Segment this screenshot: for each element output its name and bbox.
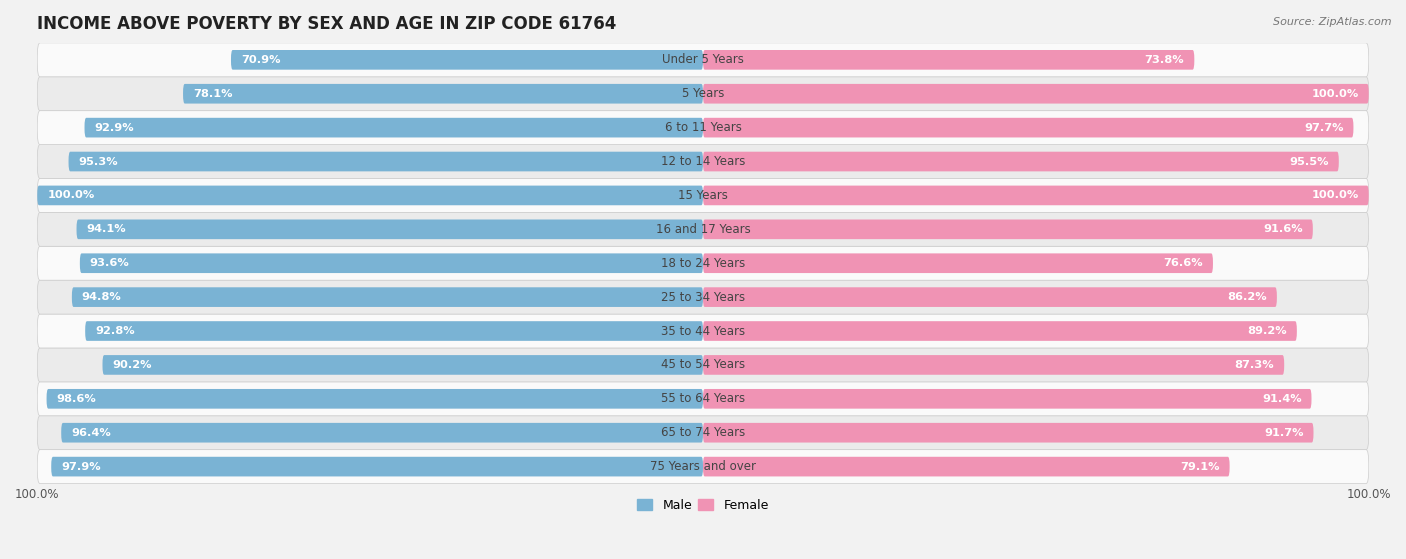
FancyBboxPatch shape [703,220,1313,239]
FancyBboxPatch shape [69,151,703,172]
FancyBboxPatch shape [703,423,1313,443]
FancyBboxPatch shape [37,280,1369,314]
FancyBboxPatch shape [703,321,1296,341]
FancyBboxPatch shape [703,118,1354,138]
FancyBboxPatch shape [703,151,1339,172]
Text: 95.5%: 95.5% [1289,157,1329,167]
FancyBboxPatch shape [76,220,703,239]
Text: 16 and 17 Years: 16 and 17 Years [655,223,751,236]
FancyBboxPatch shape [37,145,1369,178]
Text: 79.1%: 79.1% [1180,462,1219,472]
FancyBboxPatch shape [51,457,703,476]
FancyBboxPatch shape [46,389,703,409]
FancyBboxPatch shape [37,449,1369,484]
Text: Source: ZipAtlas.com: Source: ZipAtlas.com [1274,17,1392,27]
Legend: Male, Female: Male, Female [633,494,773,517]
FancyBboxPatch shape [703,355,1284,375]
Text: 98.6%: 98.6% [56,394,96,404]
FancyBboxPatch shape [103,355,703,375]
FancyBboxPatch shape [37,348,1369,382]
Text: 91.7%: 91.7% [1264,428,1303,438]
Text: Under 5 Years: Under 5 Years [662,53,744,67]
FancyBboxPatch shape [37,186,703,205]
Text: 93.6%: 93.6% [90,258,129,268]
FancyBboxPatch shape [703,389,1312,409]
Text: 91.6%: 91.6% [1263,224,1303,234]
FancyBboxPatch shape [37,43,1369,77]
Text: 97.7%: 97.7% [1303,122,1344,132]
FancyBboxPatch shape [72,287,703,307]
FancyBboxPatch shape [37,178,1369,212]
Text: 45 to 54 Years: 45 to 54 Years [661,358,745,371]
FancyBboxPatch shape [80,253,703,273]
FancyBboxPatch shape [703,50,1194,70]
FancyBboxPatch shape [37,212,1369,247]
FancyBboxPatch shape [86,321,703,341]
Text: 73.8%: 73.8% [1144,55,1184,65]
Text: 89.2%: 89.2% [1247,326,1286,336]
Text: 76.6%: 76.6% [1163,258,1204,268]
FancyBboxPatch shape [37,247,1369,280]
Text: 70.9%: 70.9% [240,55,280,65]
Text: INCOME ABOVE POVERTY BY SEX AND AGE IN ZIP CODE 61764: INCOME ABOVE POVERTY BY SEX AND AGE IN Z… [37,15,617,33]
Text: 90.2%: 90.2% [112,360,152,370]
FancyBboxPatch shape [703,253,1213,273]
FancyBboxPatch shape [37,382,1369,416]
Text: 92.9%: 92.9% [94,122,134,132]
Text: 94.8%: 94.8% [82,292,121,302]
Text: 12 to 14 Years: 12 to 14 Years [661,155,745,168]
Text: 94.1%: 94.1% [87,224,127,234]
Text: 15 Years: 15 Years [678,189,728,202]
Text: 25 to 34 Years: 25 to 34 Years [661,291,745,304]
FancyBboxPatch shape [37,77,1369,111]
FancyBboxPatch shape [703,287,1277,307]
Text: 97.9%: 97.9% [62,462,101,472]
FancyBboxPatch shape [703,186,1369,205]
FancyBboxPatch shape [703,457,1230,476]
Text: 78.1%: 78.1% [193,89,232,99]
Text: 18 to 24 Years: 18 to 24 Years [661,257,745,270]
Text: 86.2%: 86.2% [1227,292,1267,302]
Text: 87.3%: 87.3% [1234,360,1274,370]
FancyBboxPatch shape [231,50,703,70]
Text: 100.0%: 100.0% [1312,89,1358,99]
Text: 100.0%: 100.0% [48,191,94,201]
Text: 55 to 64 Years: 55 to 64 Years [661,392,745,405]
FancyBboxPatch shape [183,84,703,103]
Text: 92.8%: 92.8% [96,326,135,336]
Text: 96.4%: 96.4% [72,428,111,438]
Text: 35 to 44 Years: 35 to 44 Years [661,325,745,338]
Text: 6 to 11 Years: 6 to 11 Years [665,121,741,134]
Text: 100.0%: 100.0% [1312,191,1358,201]
FancyBboxPatch shape [703,84,1369,103]
FancyBboxPatch shape [37,314,1369,348]
Text: 75 Years and over: 75 Years and over [650,460,756,473]
Text: 65 to 74 Years: 65 to 74 Years [661,426,745,439]
FancyBboxPatch shape [37,111,1369,145]
Text: 91.4%: 91.4% [1261,394,1302,404]
FancyBboxPatch shape [37,416,1369,449]
Text: 5 Years: 5 Years [682,87,724,100]
FancyBboxPatch shape [62,423,703,443]
FancyBboxPatch shape [84,118,703,138]
Text: 95.3%: 95.3% [79,157,118,167]
